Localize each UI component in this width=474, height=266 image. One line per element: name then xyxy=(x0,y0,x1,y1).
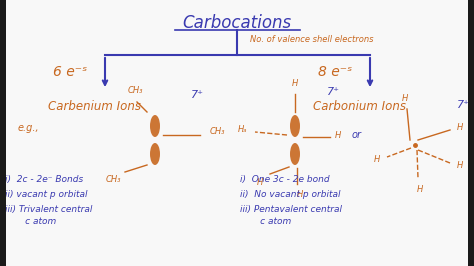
Bar xyxy=(0,0,6,266)
Text: H: H xyxy=(297,190,303,199)
Text: iii) Pentavalent central: iii) Pentavalent central xyxy=(240,205,342,214)
Ellipse shape xyxy=(150,143,160,165)
Text: CH₃: CH₃ xyxy=(210,127,226,136)
Text: c atom: c atom xyxy=(5,217,56,226)
Text: H: H xyxy=(292,79,298,88)
Text: Carbonium Ions: Carbonium Ions xyxy=(313,100,407,113)
Text: 8 e⁻ˢ: 8 e⁻ˢ xyxy=(318,65,352,79)
Text: H: H xyxy=(457,123,463,131)
Text: ii)  No vacant p orbital: ii) No vacant p orbital xyxy=(240,190,340,199)
Text: ii) vacant p orbital: ii) vacant p orbital xyxy=(5,190,88,199)
Text: H: H xyxy=(417,185,423,194)
Ellipse shape xyxy=(150,115,160,137)
Text: CH₃: CH₃ xyxy=(127,86,143,95)
Text: H: H xyxy=(402,94,408,103)
Text: i)  2c - 2e⁻ Bonds: i) 2c - 2e⁻ Bonds xyxy=(5,175,83,184)
Text: H: H xyxy=(257,178,263,187)
Text: c atom: c atom xyxy=(240,217,291,226)
Text: i)  One 3c - 2e bond: i) One 3c - 2e bond xyxy=(240,175,329,184)
Text: iii) Trivalent central: iii) Trivalent central xyxy=(5,205,92,214)
Ellipse shape xyxy=(290,115,300,137)
Text: 7⁺: 7⁺ xyxy=(191,90,203,100)
Text: H: H xyxy=(457,160,463,169)
Text: e.g.,: e.g., xyxy=(18,123,40,133)
Text: Hₐ: Hₐ xyxy=(237,126,247,135)
Text: 7⁺: 7⁺ xyxy=(456,100,470,110)
Text: 7⁺: 7⁺ xyxy=(327,87,339,97)
Text: Carbocations: Carbocations xyxy=(182,14,292,32)
Text: or: or xyxy=(352,130,362,140)
Text: CH₃: CH₃ xyxy=(105,175,121,184)
Text: Carbenium Ions: Carbenium Ions xyxy=(48,100,142,113)
Text: 6 e⁻ˢ: 6 e⁻ˢ xyxy=(53,65,87,79)
Text: H: H xyxy=(374,156,380,164)
Ellipse shape xyxy=(290,143,300,165)
Text: No. of valence shell electrons: No. of valence shell electrons xyxy=(250,35,374,44)
Text: H: H xyxy=(335,131,341,139)
Bar xyxy=(468,0,474,266)
